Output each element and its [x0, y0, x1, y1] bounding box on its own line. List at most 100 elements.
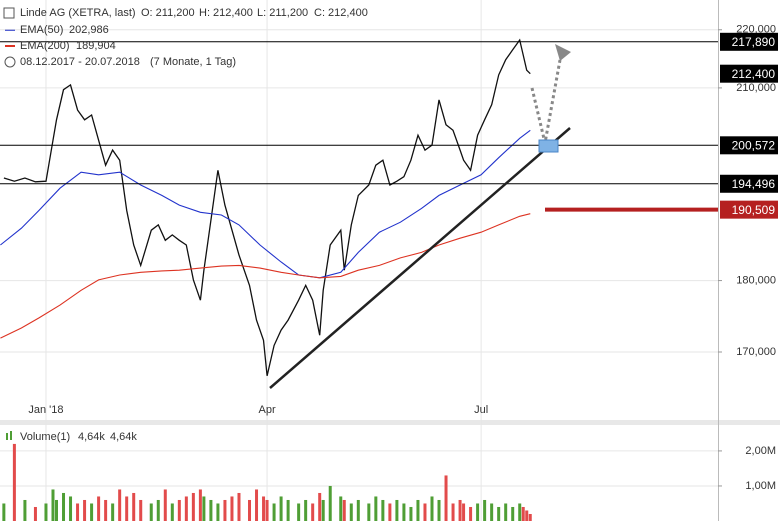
volume-bar — [437, 499, 441, 521]
x-tick-label: Apr — [258, 404, 275, 416]
legend-value: 202,986 — [69, 24, 109, 36]
legend: Linde AG (XETRA, last) O: 211,200 H: 212… — [3, 7, 368, 443]
clock-icon — [4, 56, 16, 68]
volume-bar — [198, 489, 202, 521]
volume-bar — [409, 506, 413, 521]
legend-swatch — [10, 431, 12, 440]
volume-bar — [423, 503, 427, 521]
volume-bar — [202, 496, 206, 521]
level-label: 217,890 — [732, 35, 776, 49]
x-tick-label: Jan '18 — [28, 404, 63, 416]
volume-bar — [54, 499, 58, 521]
volume-bar — [395, 499, 399, 521]
volume-bar — [237, 492, 241, 521]
volume-bar — [209, 499, 213, 521]
volume-bar — [90, 503, 94, 521]
volume-bar — [111, 503, 115, 521]
volume-bar — [76, 503, 80, 521]
volume-bar — [356, 499, 360, 521]
volume-bar — [149, 503, 153, 521]
volume-bar — [104, 499, 108, 521]
x-tick-label: Jul — [474, 404, 488, 416]
ohlc: L: 211,200 — [257, 7, 308, 19]
volume-bar — [483, 499, 487, 521]
volume-bar — [521, 506, 525, 521]
volume-bar — [430, 496, 434, 521]
volume-bar — [367, 503, 371, 521]
level-marker — [720, 64, 778, 83]
volume-bar — [497, 506, 501, 521]
volume-bar — [525, 510, 529, 521]
volume-bar — [476, 503, 480, 521]
volume-value: 4,64k — [78, 431, 105, 443]
legend-value: 189,904 — [76, 40, 116, 52]
period: 08.12.2017 - 20.07.2018 — [20, 56, 140, 68]
volume-bar — [83, 499, 87, 521]
volume-bar — [2, 503, 6, 521]
volume-bar — [118, 489, 122, 521]
volume-bar — [279, 496, 283, 521]
volume-bar — [44, 503, 48, 521]
legend-title: Linde AG (XETRA, last) — [20, 7, 136, 19]
y-tick-label: 1,00M — [745, 480, 776, 492]
volume-bar — [342, 499, 346, 521]
volume-bar — [177, 499, 181, 521]
trend-line — [269, 127, 571, 389]
volume-bar — [156, 499, 160, 521]
ema-line — [0, 129, 531, 279]
ema-line — [0, 213, 531, 339]
price-line — [3, 38, 531, 376]
volume-bar — [451, 503, 455, 521]
y-tick-label: 180,000 — [736, 274, 776, 286]
volume-bar — [528, 513, 532, 521]
volume-bar — [318, 492, 322, 521]
volume-bar — [125, 496, 129, 521]
volume-bar — [304, 499, 308, 521]
level-marker — [720, 174, 778, 193]
volume-bar — [62, 492, 66, 521]
volume-bar — [388, 503, 392, 521]
volume-value: 4,64k — [110, 431, 137, 443]
volume-bar — [381, 499, 385, 521]
arrow-head — [555, 44, 571, 61]
legend-swatch — [6, 433, 8, 440]
level-marker — [720, 32, 778, 51]
volume-bar — [518, 503, 522, 521]
volume-bar — [23, 499, 27, 521]
volume-bar — [469, 506, 473, 521]
volume-bar — [328, 485, 332, 521]
volume-bar — [255, 489, 259, 521]
volume-bar — [248, 499, 252, 521]
volume-bar — [286, 499, 290, 521]
volume-bar — [163, 489, 167, 521]
legend-entry: EMA(200) — [20, 40, 70, 52]
ohlc: C: 212,400 — [314, 7, 368, 19]
volume-bar — [462, 503, 466, 521]
volume-bar — [511, 506, 515, 521]
level-label: 190,509 — [732, 203, 776, 217]
volume-bar — [504, 503, 508, 521]
volume-bar — [139, 499, 143, 521]
volume-bar — [132, 492, 136, 521]
level-label: 200,572 — [732, 138, 776, 152]
volume-bar — [444, 475, 448, 521]
y-tick-label: 170,000 — [736, 346, 776, 358]
volume-title: Volume(1) — [20, 431, 70, 443]
duration: (7 Monate, 1 Tag) — [150, 56, 236, 68]
volume-bar — [191, 492, 195, 521]
volume-bar — [51, 489, 55, 521]
level-marker — [720, 136, 778, 155]
y-tick-label: 210,000 — [736, 82, 776, 94]
level-label: 212,400 — [732, 67, 776, 81]
y-tick-label: 220,000 — [736, 24, 776, 36]
target-zone — [538, 139, 559, 153]
level-marker — [720, 200, 778, 219]
legend-entry: EMA(50) — [20, 24, 63, 36]
volume-bar — [230, 496, 234, 521]
volume-bar — [184, 496, 188, 521]
volume-bar — [416, 499, 420, 521]
volume-bar — [265, 499, 269, 521]
